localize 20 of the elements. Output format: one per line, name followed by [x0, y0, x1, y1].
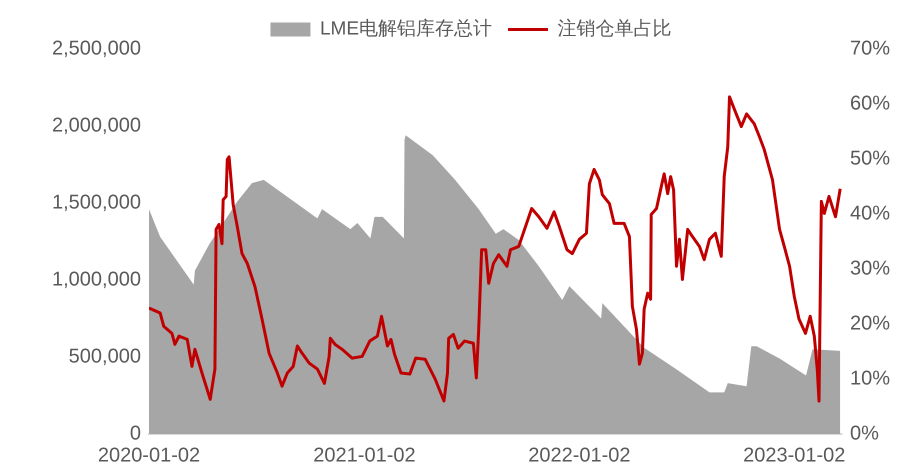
- y-tick-label: 1,500,000: [52, 192, 141, 214]
- x-tick-label: 2023-01-02: [743, 444, 846, 467]
- y2-tick-label: 20%: [850, 312, 890, 335]
- y2-tick-label: 10%: [850, 368, 890, 390]
- y-tick-label: 0: [130, 422, 141, 445]
- y2-tick-label: 70%: [850, 38, 890, 60]
- y2-tick-label: 50%: [850, 148, 890, 170]
- y2-tick-label: 60%: [850, 92, 890, 115]
- legend-label: LME电解铝库存总计: [320, 18, 492, 40]
- y-tick-label: 1,000,000: [52, 268, 141, 291]
- y-tick-label: 2,500,000: [52, 38, 141, 60]
- x-tick-label: 2022-01-02: [528, 444, 631, 467]
- y2-tick-label: 0%: [850, 422, 880, 445]
- x-tick-label: 2020-01-02: [98, 444, 200, 467]
- y-tick-label: 500,000: [68, 346, 141, 368]
- y2-tick-label: 40%: [850, 202, 890, 225]
- y2-tick-label: 30%: [850, 258, 890, 280]
- legend-label: 注销仓单占比: [558, 18, 672, 40]
- y-tick-label: 2,000,000: [52, 114, 141, 137]
- x-tick-label: 2021-01-02: [313, 444, 416, 467]
